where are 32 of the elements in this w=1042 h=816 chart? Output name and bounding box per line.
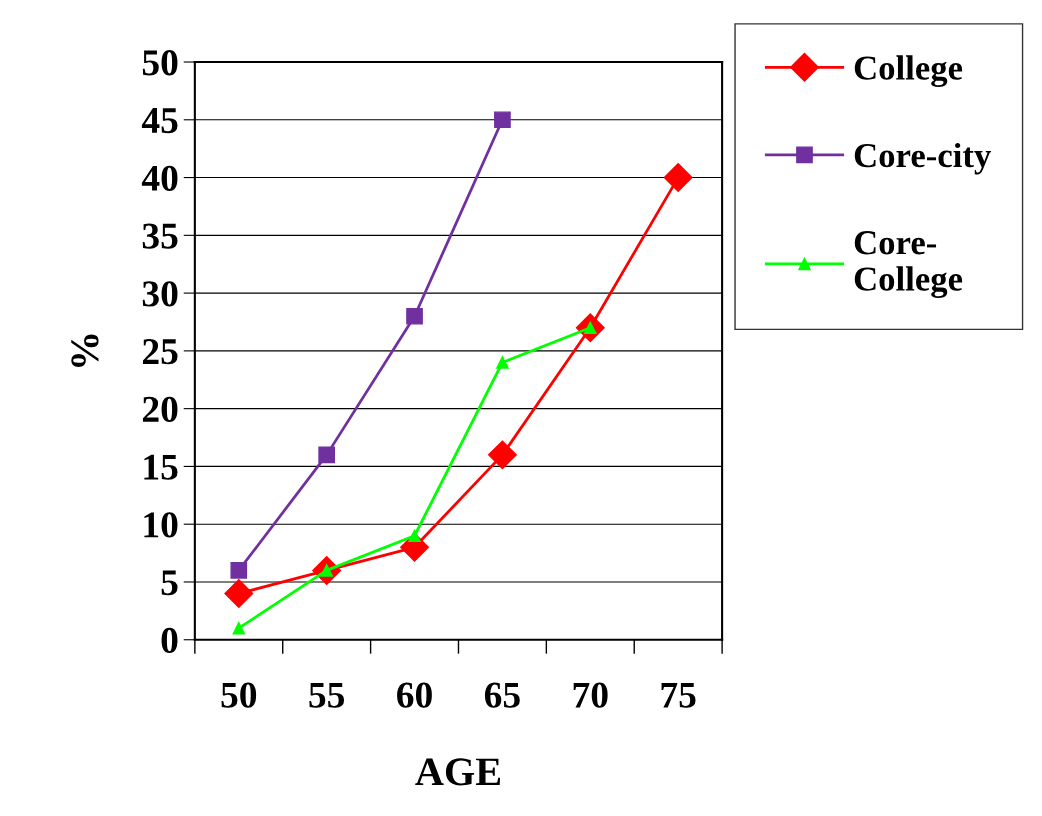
legend-label: Core- College bbox=[854, 231, 963, 299]
point bbox=[663, 163, 693, 193]
y-tick-label: 45 bbox=[141, 108, 178, 134]
x-axis-title: AGE bbox=[415, 758, 501, 786]
point bbox=[487, 440, 517, 470]
x-tick-label: 70 bbox=[573, 682, 608, 708]
y-tick-label: 10 bbox=[144, 512, 178, 538]
point bbox=[496, 356, 509, 369]
x-tick-label: 60 bbox=[397, 682, 432, 708]
y-tick-label: 35 bbox=[142, 223, 178, 249]
point bbox=[224, 579, 254, 608]
x-tick-label: 65 bbox=[484, 682, 520, 708]
point bbox=[318, 446, 336, 464]
y-tick-label: 30 bbox=[142, 281, 178, 307]
y-tick-label: 15 bbox=[144, 454, 178, 480]
y-tick-label: 0 bbox=[161, 627, 178, 654]
legend-label: College bbox=[854, 55, 963, 88]
y-tick-label: 40 bbox=[141, 165, 178, 191]
point bbox=[406, 307, 423, 325]
legend-label: Core-city bbox=[854, 142, 991, 175]
point bbox=[232, 621, 246, 635]
x-tick-label: 75 bbox=[661, 682, 696, 708]
point bbox=[494, 111, 511, 129]
y-tick-label: 20 bbox=[142, 396, 178, 423]
y-tick-label: 25 bbox=[142, 339, 178, 365]
point bbox=[408, 529, 421, 543]
y-tick-label: 5 bbox=[161, 570, 178, 596]
y-tick-label: 50 bbox=[142, 50, 178, 76]
point bbox=[230, 562, 248, 579]
x-tick-label: 50 bbox=[221, 682, 257, 708]
x-tick-label: 55 bbox=[309, 682, 345, 708]
y-axis-title: % bbox=[71, 334, 99, 367]
